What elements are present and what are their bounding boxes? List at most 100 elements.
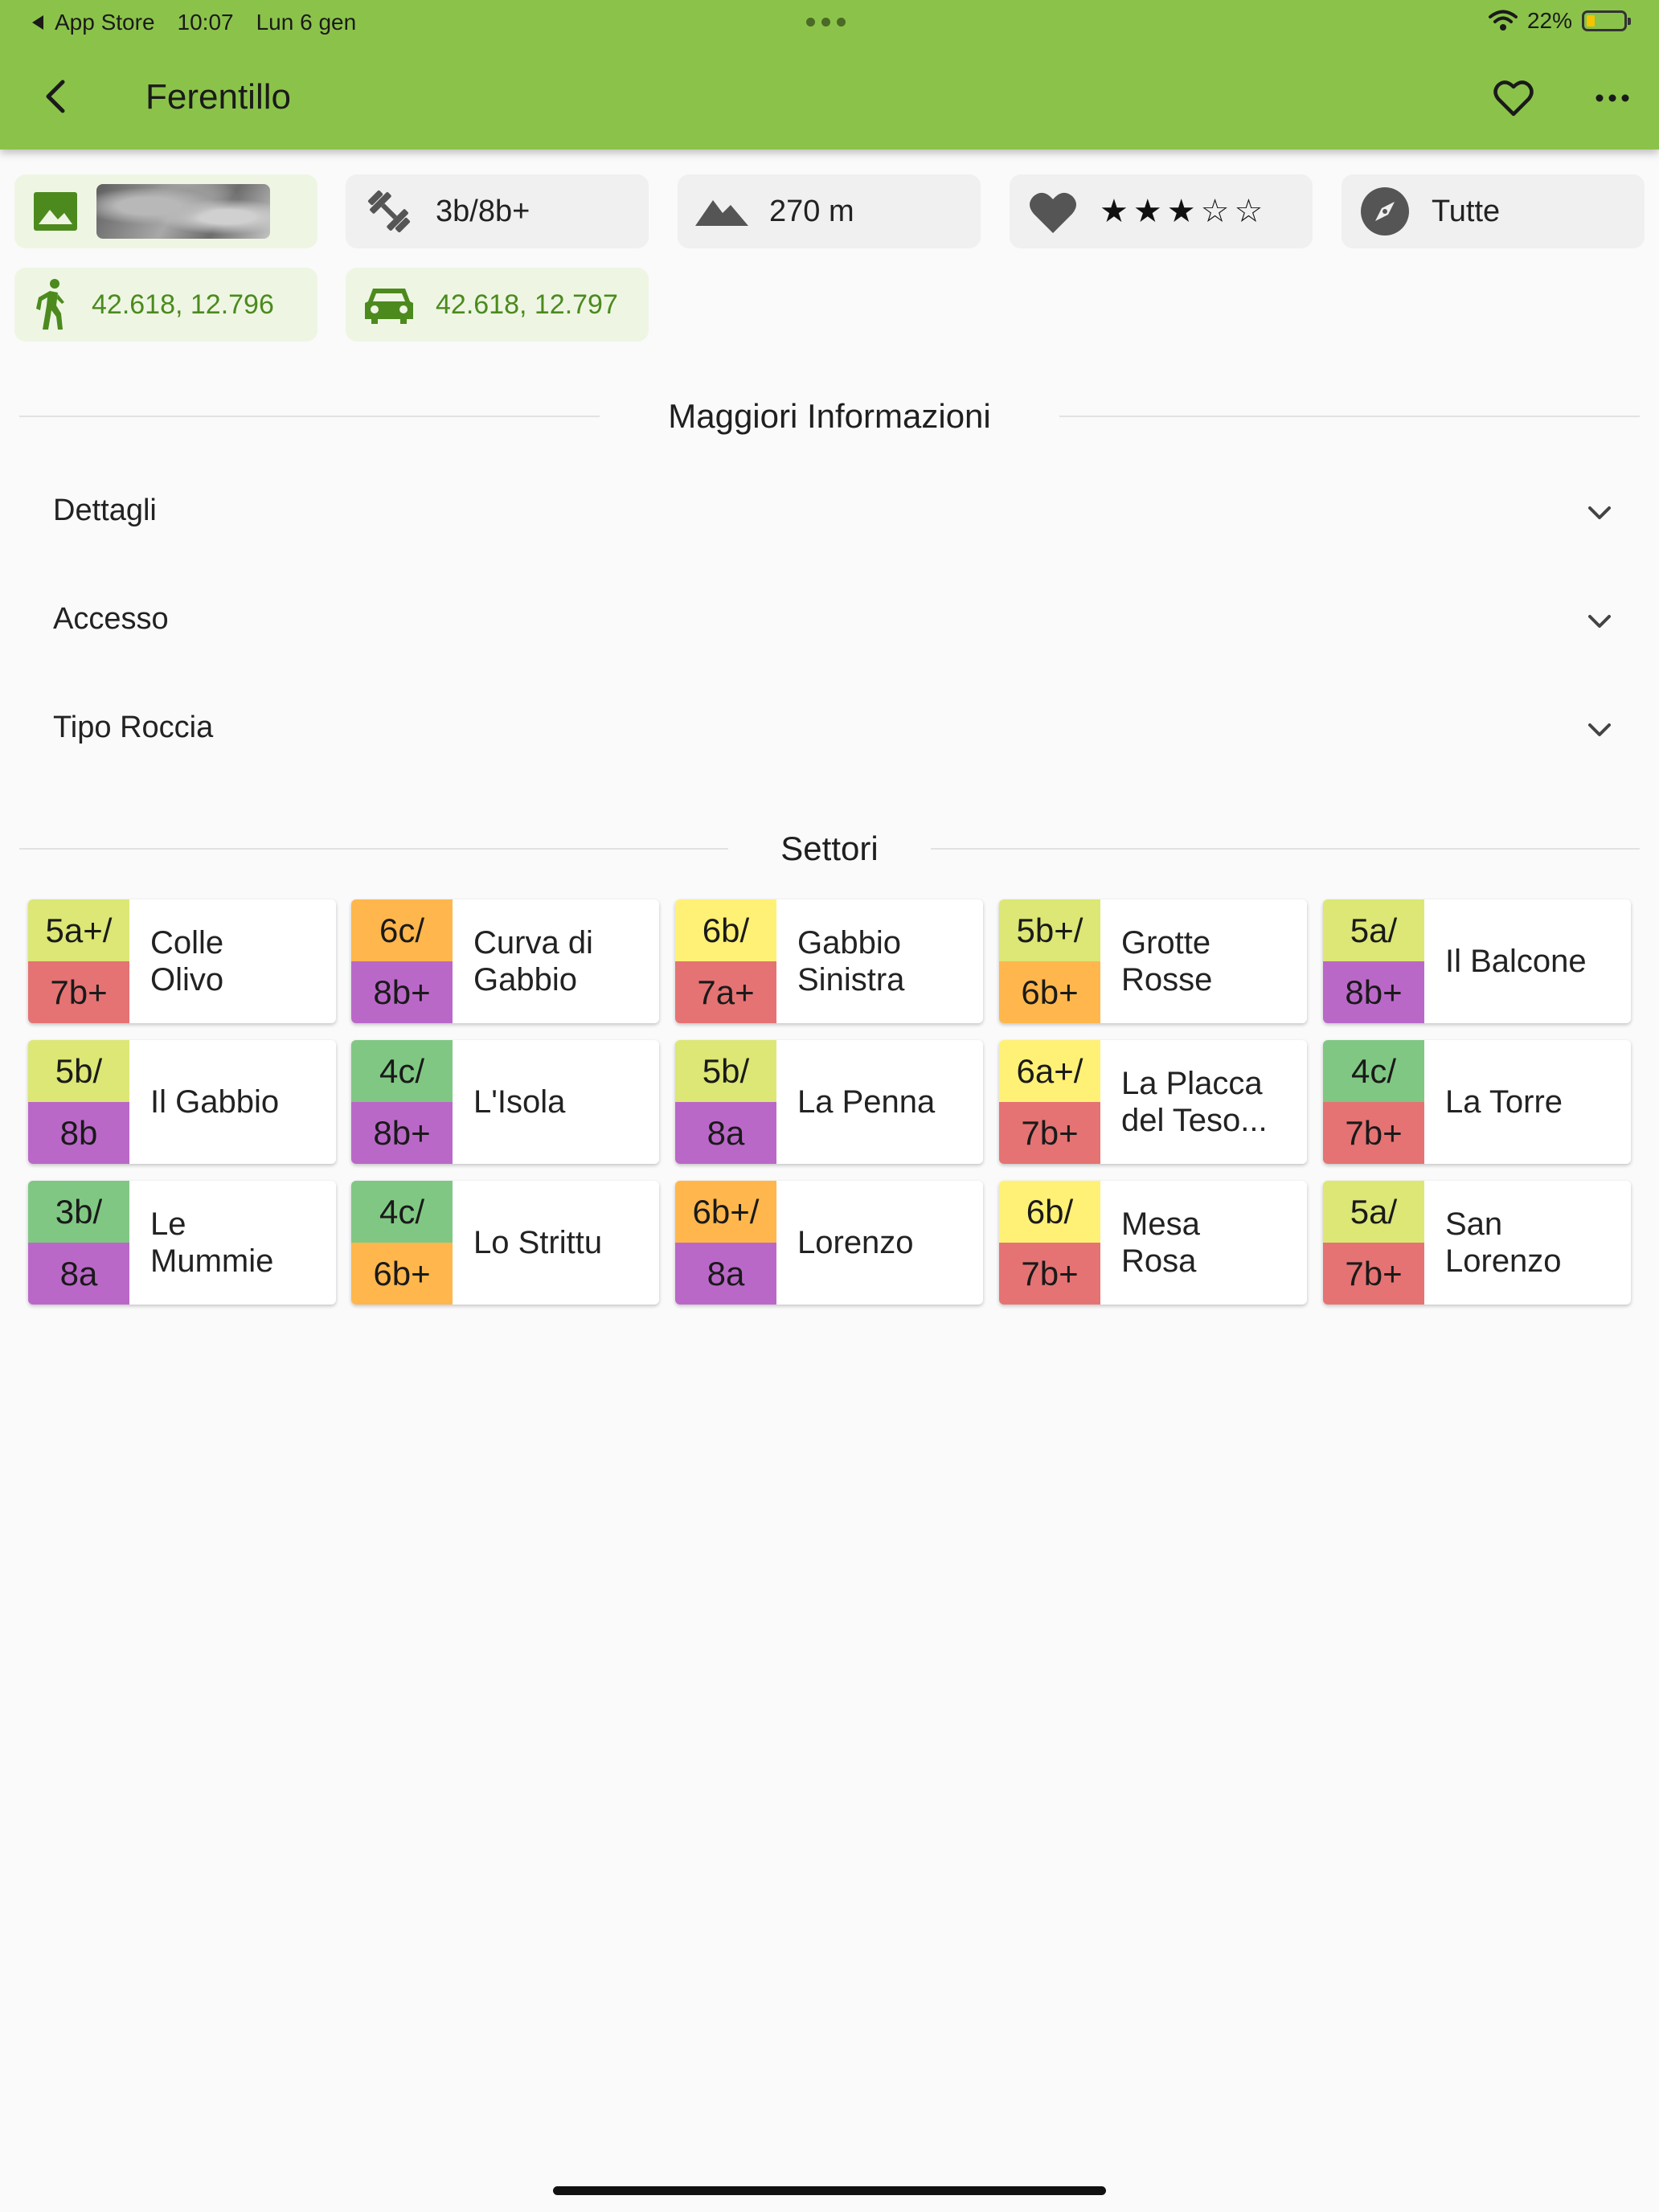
sector-name: Colle Olivo xyxy=(150,899,326,1023)
sector-name: Grotte Rosse xyxy=(1121,899,1297,1023)
sector-min-grade: 6c/ xyxy=(351,899,453,961)
compass-icon xyxy=(1361,187,1409,236)
back-app-label[interactable]: App Store xyxy=(55,10,155,35)
sector-name: Il Gabbio xyxy=(150,1040,326,1164)
back-arrow-icon[interactable] xyxy=(39,77,77,116)
sector-max-grade: 8a xyxy=(28,1243,129,1305)
sector-card[interactable]: 3b/8a Le Mummie xyxy=(28,1181,336,1305)
accordion-dettagli[interactable]: Dettagli xyxy=(19,461,1640,566)
sector-name: Gabbio Sinistra xyxy=(797,899,973,1023)
sector-name-line: del Teso... xyxy=(1121,1103,1268,1138)
mountain-icon xyxy=(695,200,748,226)
sector-name-line: Grotte xyxy=(1121,925,1211,961)
sector-card[interactable]: 6b/7b+ Mesa Rosa xyxy=(999,1181,1307,1305)
sector-max-grade: 8a xyxy=(675,1243,776,1305)
sector-card[interactable]: 5b/8a La Penna xyxy=(675,1040,983,1164)
sector-max-grade: 8b+ xyxy=(1323,961,1424,1023)
sector-max-grade: 6b+ xyxy=(351,1243,453,1305)
walk-coordinates-chip[interactable]: 42.618, 12.796 xyxy=(14,268,317,342)
sector-card[interactable]: 4c/8b+ L'Isola xyxy=(351,1040,659,1164)
info-section-title: Maggiori Informazioni xyxy=(668,397,991,435)
sector-min-grade: 4c/ xyxy=(1323,1040,1424,1102)
sector-name-line: Colle xyxy=(150,925,224,961)
sector-name-line: L'Isola xyxy=(473,1084,566,1120)
sector-name: La Torre xyxy=(1445,1040,1621,1164)
sector-name-line: Olivo xyxy=(150,962,224,997)
accordion-label: Tipo Roccia xyxy=(53,711,214,744)
accordion-accesso[interactable]: Accesso xyxy=(19,570,1640,674)
sector-name-line: La Placca xyxy=(1121,1066,1263,1101)
star-empty-icon: ☆ xyxy=(1234,194,1264,229)
orientation-value: Tutte xyxy=(1432,194,1501,228)
sector-name-line: Curva di xyxy=(473,925,593,961)
sector-min-grade: 5b+/ xyxy=(999,899,1100,961)
sector-card[interactable]: 5b+/6b+ Grotte Rosse xyxy=(999,899,1307,1023)
sector-name-line: Mummie xyxy=(150,1243,274,1279)
sector-card[interactable]: 6b/7a+ Gabbio Sinistra xyxy=(675,899,983,1023)
sector-card[interactable]: 5a/8b+ Il Balcone xyxy=(1323,899,1631,1023)
grades-chip[interactable]: 3b/8b+ xyxy=(346,174,649,248)
wall-height: 270 m xyxy=(769,194,854,228)
sector-name: La Placca del Teso... xyxy=(1121,1040,1297,1164)
accordion-label: Dettagli xyxy=(53,494,157,527)
rating-chip[interactable]: ★ ★ ★ ☆ ☆ xyxy=(1010,174,1313,248)
sector-name-line: Rosa xyxy=(1121,1243,1197,1279)
multitasking-dots-icon[interactable] xyxy=(806,18,846,27)
accordion-label: Accesso xyxy=(53,602,169,636)
photo-chip[interactable] xyxy=(14,174,317,248)
sector-min-grade: 6a+/ xyxy=(999,1040,1100,1102)
status-bar: App Store 10:07 Lun 6 gen 22% xyxy=(0,0,1659,45)
height-chip[interactable]: 270 m xyxy=(678,174,981,248)
divider-right xyxy=(1059,416,1640,417)
sector-name-line: San xyxy=(1445,1206,1503,1242)
sector-min-grade: 5a+/ xyxy=(28,899,129,961)
divider-left xyxy=(19,848,728,850)
divider-right xyxy=(931,848,1640,850)
sector-max-grade: 7a+ xyxy=(675,961,776,1023)
favorite-heart-icon[interactable] xyxy=(1491,76,1536,121)
sector-min-grade: 5a/ xyxy=(1323,1181,1424,1243)
sector-card[interactable]: 5b/8b Il Gabbio xyxy=(28,1040,336,1164)
status-date: Lun 6 gen xyxy=(256,10,357,35)
sector-card[interactable]: 5a+/7b+ Colle Olivo xyxy=(28,899,336,1023)
sector-card[interactable]: 6a+/7b+ La Placca del Teso... xyxy=(999,1040,1307,1164)
sector-min-grade: 5a/ xyxy=(1323,899,1424,961)
sector-card[interactable]: 6b+/8a Lorenzo xyxy=(675,1181,983,1305)
sector-card[interactable]: 5a/7b+ San Lorenzo xyxy=(1323,1181,1631,1305)
chevron-down-icon[interactable] xyxy=(1583,714,1616,746)
sector-max-grade: 7b+ xyxy=(28,961,129,1023)
sector-name-line: La Torre xyxy=(1445,1084,1563,1120)
sector-max-grade: 8b+ xyxy=(351,961,453,1023)
car-coordinates-chip[interactable]: 42.618, 12.797 xyxy=(346,268,649,342)
chevron-down-icon[interactable] xyxy=(1583,605,1616,637)
sector-name: L'Isola xyxy=(473,1040,649,1164)
star-filled-icon: ★ xyxy=(1133,194,1162,229)
crag-photo-thumbnail[interactable] xyxy=(96,184,270,239)
back-to-app-icon[interactable] xyxy=(32,15,43,30)
sector-name-line: Rosse xyxy=(1121,962,1213,997)
sector-name: Lorenzo xyxy=(797,1181,973,1305)
chevron-down-icon[interactable] xyxy=(1583,497,1616,529)
sector-name: La Penna xyxy=(797,1040,973,1164)
sector-max-grade: 7b+ xyxy=(999,1243,1100,1305)
sector-name-line: Le xyxy=(150,1206,186,1242)
star-empty-icon: ☆ xyxy=(1200,194,1230,229)
sector-card[interactable]: 4c/7b+ La Torre xyxy=(1323,1040,1631,1164)
sector-max-grade: 7b+ xyxy=(1323,1102,1424,1164)
sector-name-line: Sinistra xyxy=(797,962,905,997)
more-options-icon[interactable] xyxy=(1590,76,1635,121)
sector-card[interactable]: 4c/6b+ Lo Strittu xyxy=(351,1181,659,1305)
accordion-tipo-roccia[interactable]: Tipo Roccia xyxy=(19,678,1640,783)
divider-left xyxy=(19,416,600,417)
sector-name: Lo Strittu xyxy=(473,1181,649,1305)
sector-card[interactable]: 6c/8b+ Curva di Gabbio xyxy=(351,899,659,1023)
sectors-section-title: Settori xyxy=(780,830,879,867)
status-time: 10:07 xyxy=(177,10,234,35)
sector-min-grade: 4c/ xyxy=(351,1181,453,1243)
home-indicator[interactable] xyxy=(553,2186,1106,2195)
sector-min-grade: 6b+/ xyxy=(675,1181,776,1243)
sector-max-grade: 6b+ xyxy=(999,961,1100,1023)
orientation-chip[interactable]: Tutte xyxy=(1342,174,1645,248)
walk-coordinates: 42.618, 12.796 xyxy=(92,289,274,320)
wifi-icon xyxy=(1488,10,1518,31)
